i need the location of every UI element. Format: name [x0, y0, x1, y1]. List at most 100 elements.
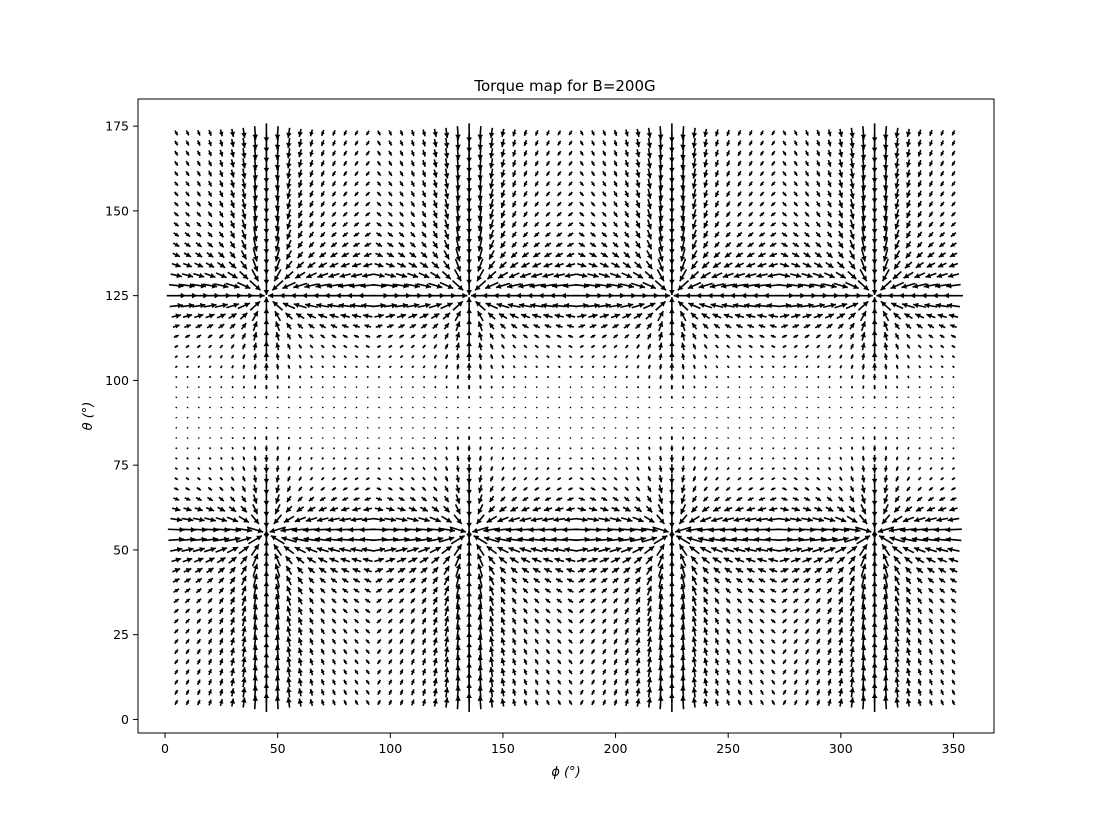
- quiver-arrow: [340, 262, 350, 268]
- quiver-arrow: [846, 545, 858, 555]
- quiver-arrow: [625, 426, 628, 429]
- quiver-arrow: [834, 302, 848, 309]
- quiver-arrow: [228, 556, 237, 564]
- quiver-arrow: [577, 252, 586, 258]
- quiver-arrow: [926, 557, 936, 563]
- quiver-arrow: [792, 324, 800, 329]
- quiver-arrow: [614, 426, 617, 429]
- quiver-arrow: [534, 191, 539, 197]
- quiver-arrow: [827, 668, 832, 676]
- quiver-arrow: [207, 160, 213, 167]
- quiver-arrow: [793, 659, 798, 665]
- quiver-arrow: [444, 354, 449, 360]
- quiver-arrow: [946, 283, 961, 289]
- quiver-arrow: [432, 169, 438, 178]
- quiver-arrow: [603, 426, 606, 429]
- quiver-arrow: [894, 178, 900, 189]
- quiver-arrow: [421, 486, 427, 492]
- quiver-arrow: [192, 516, 205, 523]
- quiver-arrow: [603, 416, 606, 419]
- quiver-arrow: [534, 486, 540, 491]
- quiver-arrow: [252, 504, 259, 515]
- quiver-arrow: [250, 543, 260, 556]
- quiver-arrow: [856, 534, 871, 545]
- quiver-arrow: [793, 191, 799, 197]
- quiver-arrow: [851, 416, 853, 419]
- quiver-arrow: [691, 229, 697, 240]
- quiver-arrow: [376, 211, 382, 217]
- quiver-arrow: [590, 221, 596, 228]
- quiver-arrow: [849, 178, 855, 189]
- quiver-arrow: [467, 445, 471, 451]
- quiver-arrow: [411, 386, 414, 389]
- quiver-arrow: [791, 262, 801, 268]
- quiver-arrow: [423, 437, 426, 440]
- quiver-arrow: [332, 437, 335, 439]
- quiver-arrow: [534, 608, 540, 614]
- quiver-arrow: [170, 547, 183, 553]
- quiver-arrow: [691, 137, 698, 149]
- quiver-arrow: [388, 181, 393, 187]
- quiver-arrow: [860, 504, 867, 515]
- quiver-arrow: [828, 416, 831, 419]
- quiver-arrow: [635, 159, 641, 168]
- quiver-arrow: [353, 242, 360, 248]
- quiver-arrow: [782, 160, 787, 167]
- quiver-arrow: [614, 437, 617, 439]
- quiver-arrow: [882, 553, 890, 567]
- quiver-arrow: [388, 140, 393, 146]
- quiver-arrow: [939, 201, 945, 207]
- quiver-arrow: [613, 180, 618, 187]
- quiver-arrow: [535, 437, 538, 439]
- quiver-arrow: [805, 679, 809, 686]
- quiver-arrow: [366, 365, 370, 369]
- quiver-arrow: [455, 494, 461, 504]
- quiver-arrow: [883, 126, 889, 140]
- quiver-arrow: [646, 158, 653, 169]
- quiver-arrow: [782, 659, 787, 665]
- quiver-arrow: [578, 324, 586, 329]
- quiver-arrow: [364, 222, 371, 227]
- quiver-arrow: [218, 129, 224, 137]
- quiver-arrow: [884, 446, 888, 451]
- quiver-arrow: [760, 437, 763, 440]
- quiver-arrow: [554, 262, 564, 268]
- quiver-arrow: [838, 210, 844, 219]
- quiver-arrow: [407, 272, 419, 279]
- quiver-arrow: [802, 557, 812, 563]
- quiver-arrow: [497, 516, 509, 523]
- quiver-arrow: [790, 557, 801, 563]
- quiver-arrow: [499, 566, 507, 574]
- quiver-arrow: [885, 406, 887, 409]
- quiver-arrow: [828, 375, 831, 379]
- quiver-arrow: [184, 608, 191, 614]
- quiver-arrow: [195, 587, 202, 594]
- quiver-arrow: [410, 699, 415, 706]
- quiver-arrow: [928, 231, 934, 238]
- quiver-arrow: [849, 605, 855, 617]
- quiver-arrow: [941, 437, 944, 439]
- quiver-arrow: [411, 406, 414, 409]
- quiver-arrow: [760, 447, 764, 450]
- quiver-arrow: [894, 127, 900, 139]
- quiver-arrow: [531, 272, 543, 279]
- quiver-arrow: [174, 689, 179, 695]
- quiver-arrow: [332, 699, 336, 706]
- quiver-arrow: [715, 375, 719, 379]
- quiver-arrow: [646, 687, 653, 698]
- quiver-arrow: [535, 466, 539, 471]
- quiver-arrow: [658, 474, 663, 483]
- quiver-arrow: [657, 342, 663, 351]
- quiver-arrow: [882, 156, 889, 171]
- quiver-arrow: [286, 148, 292, 159]
- quiver-arrow: [651, 292, 671, 299]
- quiver-arrow: [510, 566, 518, 574]
- quiver-arrow: [625, 365, 629, 369]
- quiver-arrow: [603, 375, 606, 379]
- quiver-arrow: [305, 546, 318, 553]
- quiver-arrow: [254, 436, 257, 440]
- quiver-arrow: [332, 375, 336, 379]
- quiver-arrow: [557, 344, 562, 349]
- quiver-arrow: [860, 321, 866, 332]
